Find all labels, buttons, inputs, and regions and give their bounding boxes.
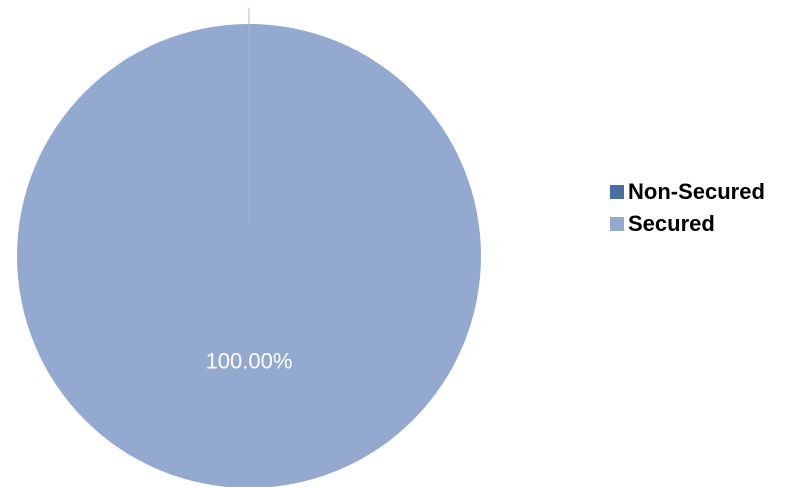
legend-item-non-secured: Non-Secured [610, 176, 765, 208]
legend-swatch-non-secured [610, 185, 624, 199]
pie-slices [17, 8, 481, 487]
legend: Non-Secured Secured [610, 176, 765, 240]
pie-data-labels: 100.00% [206, 348, 293, 373]
pie-slice-secured-label: 100.00% [206, 348, 293, 373]
legend-swatch-secured [610, 217, 624, 231]
legend-label-non-secured: Non-Secured [628, 179, 765, 204]
pie-slice-secured [17, 24, 481, 487]
legend-item-secured: Secured [610, 208, 765, 240]
legend-label-secured: Secured [628, 211, 715, 236]
